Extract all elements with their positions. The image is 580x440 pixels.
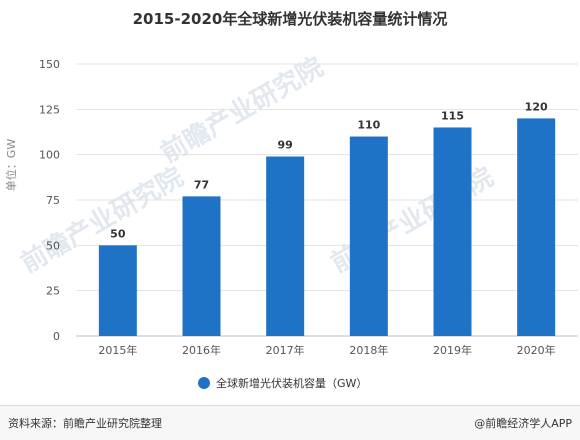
y-tick-label: 75: [46, 194, 60, 207]
footer: 资料来源：前瞻产业研究院整理 @前瞻经济学人APP: [0, 405, 580, 440]
data-label: 120: [525, 100, 548, 113]
legend-label: 全球新增光伏装机容量（GW）: [216, 376, 367, 390]
bar: [98, 245, 137, 336]
data-label: 77: [194, 178, 209, 191]
x-ticks: 2015年 2016年 2017年 2018年 2019年 2020年: [98, 343, 555, 357]
source-note: 资料来源：前瞻产业研究院整理: [8, 417, 162, 430]
y-tick-label: 50: [46, 239, 60, 252]
x-tick-label: 2019年: [433, 343, 472, 357]
data-label: 99: [278, 138, 293, 151]
x-tick-label: 2018年: [349, 343, 388, 357]
bar: [349, 136, 388, 336]
x-tick-label: 2016年: [182, 343, 221, 357]
legend-marker: [198, 377, 210, 389]
x-tick-label: 2015年: [98, 343, 137, 357]
data-label: 115: [441, 109, 464, 122]
bar: [433, 127, 472, 336]
y-tick-label: 125: [39, 103, 60, 116]
y-tick-label: 100: [39, 149, 60, 162]
y-axis-label: 单位：GW: [5, 138, 18, 192]
bar: [182, 196, 221, 336]
x-tick-label: 2020年: [517, 343, 556, 357]
x-tick-label: 2017年: [266, 343, 305, 357]
data-label: 50: [110, 227, 126, 240]
legend: 全球新增光伏装机容量（GW）: [198, 376, 367, 390]
bar: [517, 118, 556, 337]
chart-title: 2015-2020年全球新增光伏装机容量统计情况: [132, 10, 448, 28]
bars: [98, 118, 556, 337]
y-tick-label: 0: [53, 330, 60, 343]
credit-note: @前瞻经济学人APP: [474, 417, 572, 430]
gridlines: [76, 63, 578, 337]
bar: [266, 156, 305, 336]
y-tick-label: 150: [39, 58, 60, 71]
data-labels: 50 77 99 110 115 120: [110, 100, 548, 240]
data-label: 110: [357, 119, 380, 132]
y-tick-label: 25: [46, 285, 60, 298]
y-ticks: 0 25 50 75 100 125 150: [39, 58, 60, 343]
